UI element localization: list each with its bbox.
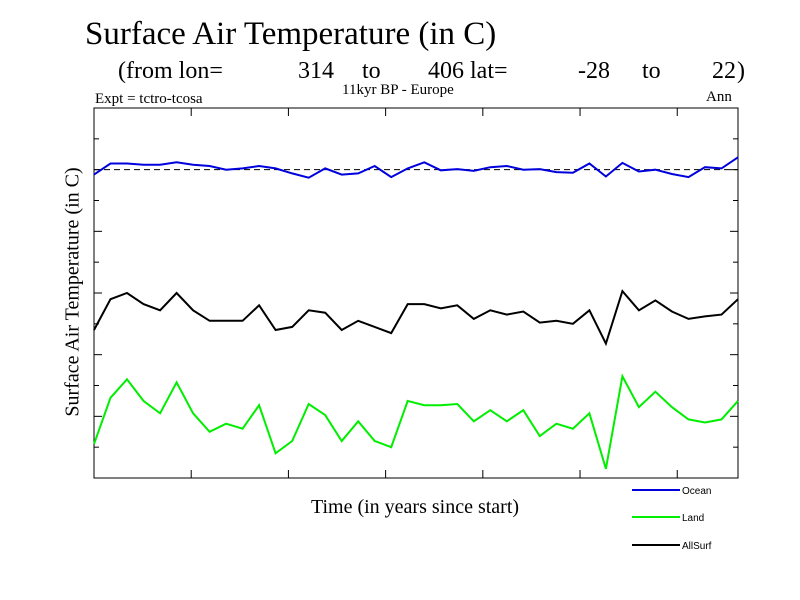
series-line-ocean [93, 156, 739, 179]
x-axis-label: Time (in years since start) [310, 496, 520, 518]
legend: Ocean Land AllSurf [632, 486, 712, 552]
axis-ticks [93, 107, 738, 479]
series-line-land [93, 373, 739, 470]
subtitle-lat-label: lat= [470, 58, 508, 84]
subtitle-lat-to-label: to [642, 58, 661, 84]
subtitle-lat-to: 22 [712, 58, 736, 84]
experiment-label: Expt = tctro-tcosa [95, 91, 203, 107]
subtitle-lat-from: -28 [578, 58, 610, 84]
subtitle-lat-group: 406 lat= [428, 58, 508, 85]
series-layer [93, 156, 739, 470]
subtitle-lon-label: (from lon= [118, 58, 223, 84]
chart-title: Surface Air Temperature (in C) [85, 16, 497, 52]
legend-label-ocean: Ocean [682, 486, 711, 497]
region-label: 11kyr BP - Europe [342, 82, 454, 98]
legend-label-allsurf: AllSurf [682, 541, 712, 552]
subtitle-close-paren: ) [737, 58, 745, 84]
series-line-allsurf [93, 289, 739, 347]
season-label: Ann [706, 89, 732, 105]
subtitle-lon-from: 314 [298, 58, 334, 84]
subtitle-lon-to: 406 [428, 58, 464, 84]
legend-label-land: Land [682, 513, 704, 524]
subtitle-lon-to-label: to [362, 58, 381, 84]
